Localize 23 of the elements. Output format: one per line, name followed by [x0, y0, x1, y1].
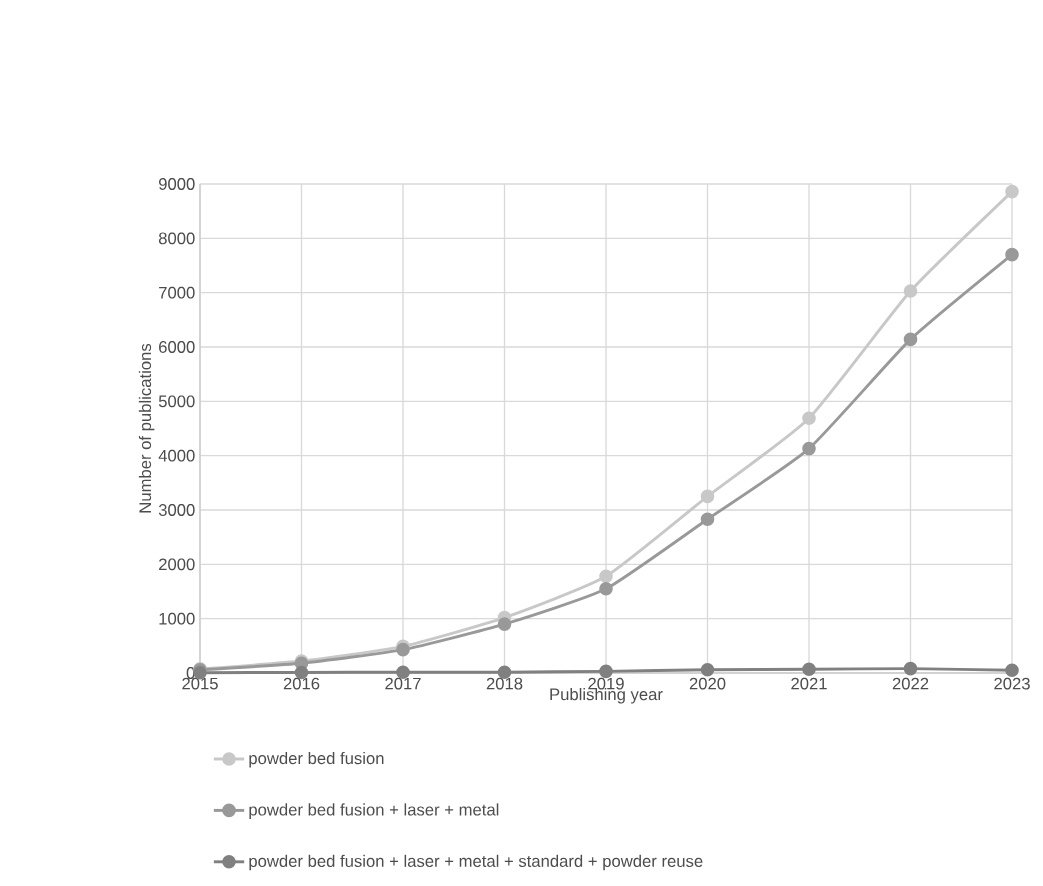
y-tick-label: 2000 — [159, 558, 195, 571]
legend-label: powder bed fusion — [249, 751, 384, 768]
y-tick-label: 9000 — [158, 178, 195, 190]
x-tick-label: 2018 — [486, 677, 523, 690]
y-tick-label: 1000 — [159, 612, 195, 625]
y-tick-label: 4000 — [158, 449, 195, 462]
x-tick-label: 2023 — [994, 677, 1030, 690]
x-tick-label: 2015 — [182, 677, 218, 690]
x-tick-label: 2017 — [385, 677, 421, 690]
y-tick-label: 7000 — [159, 286, 195, 299]
y-tick-label: 3000 — [158, 504, 195, 516]
y-axis-title: Number of publications — [138, 343, 155, 513]
legend-label: powder bed fusion + laser + metal + standard + powder reuse — [249, 854, 703, 871]
x-tick-label: 2022 — [892, 677, 929, 690]
legend-label: powder bed fusion + laser + metal — [249, 803, 499, 819]
y-tick-label: 5000 — [158, 395, 195, 408]
y-tick-label: 8000 — [158, 232, 195, 245]
x-tick-label: 2020 — [689, 677, 726, 690]
y-tick-label: 6000 — [159, 341, 195, 353]
x-tick-label: 2016 — [283, 677, 320, 690]
x-tick-label: 2021 — [791, 677, 827, 690]
x-axis-title: Publishing year — [550, 687, 663, 704]
x-tick-label: 2019 — [588, 677, 624, 690]
